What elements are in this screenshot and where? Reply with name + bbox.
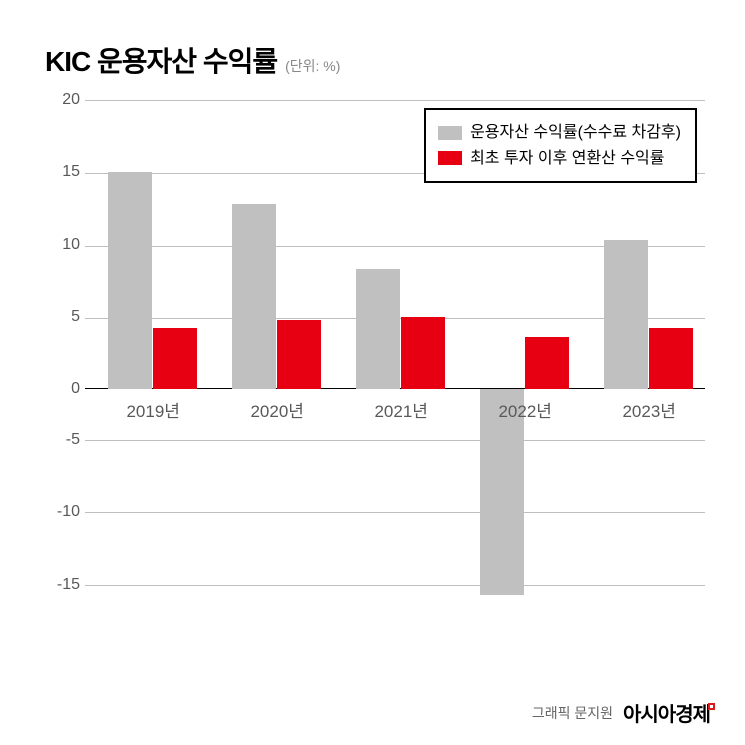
x-tick-label: 2021년: [351, 397, 451, 422]
chart-unit: (단위: %): [285, 56, 340, 76]
y-tick-label: 10: [62, 236, 80, 254]
legend: 운용자산 수익률(수수료 차감후) 최초 투자 이후 연환산 수익률: [424, 108, 697, 183]
chart-title: KIC 운용자산 수익률: [45, 40, 277, 80]
bar-series2: [649, 328, 693, 389]
bar-group: [480, 337, 570, 389]
legend-swatch: [438, 126, 462, 140]
bar-group: [108, 172, 198, 389]
legend-label: 운용자산 수익률(수수료 차감후): [470, 120, 681, 146]
brand-logo: 아시아경제: [623, 698, 715, 727]
bar-series2: [525, 337, 569, 389]
y-tick-label: 5: [71, 308, 80, 326]
legend-swatch: [438, 151, 462, 165]
y-axis: 20151050-5-10-15: [35, 100, 80, 655]
bar-group: [604, 240, 694, 389]
legend-item-series1: 운용자산 수익률(수수료 차감후): [438, 120, 681, 146]
bar-series2: [153, 328, 197, 389]
credit: 그래픽 문지원 아시아경제: [532, 698, 715, 727]
bar-series1: [232, 204, 276, 389]
y-tick-label: -5: [66, 431, 80, 449]
plot-area: 운용자산 수익률(수수료 차감후) 최초 투자 이후 연환산 수익률 20151…: [85, 100, 705, 655]
x-tick-label: 2019년: [103, 397, 203, 422]
credit-text: 그래픽 문지원: [532, 703, 613, 723]
bar-group: [356, 269, 446, 389]
x-tick-label: 2020년: [227, 397, 327, 422]
bar-series1: [108, 172, 152, 389]
legend-item-series2: 최초 투자 이후 연환산 수익률: [438, 146, 681, 172]
grid-bottom: [85, 440, 705, 657]
y-tick-label: -10: [57, 503, 80, 521]
x-tick-label: 2022년: [475, 397, 575, 422]
legend-label: 최초 투자 이후 연환산 수익률: [470, 146, 664, 172]
bar-series1: [356, 269, 400, 389]
x-tick-label: 2023년: [599, 397, 699, 422]
y-tick-label: 0: [71, 380, 80, 398]
bar-series1: [604, 240, 648, 389]
bar-group: [232, 204, 322, 389]
y-tick-label: 20: [62, 91, 80, 109]
bar-series2: [277, 320, 321, 389]
y-tick-label: -15: [57, 576, 80, 594]
brand-dot-icon: [708, 703, 715, 710]
bar-series2: [401, 317, 445, 389]
y-tick-label: 15: [62, 163, 80, 181]
